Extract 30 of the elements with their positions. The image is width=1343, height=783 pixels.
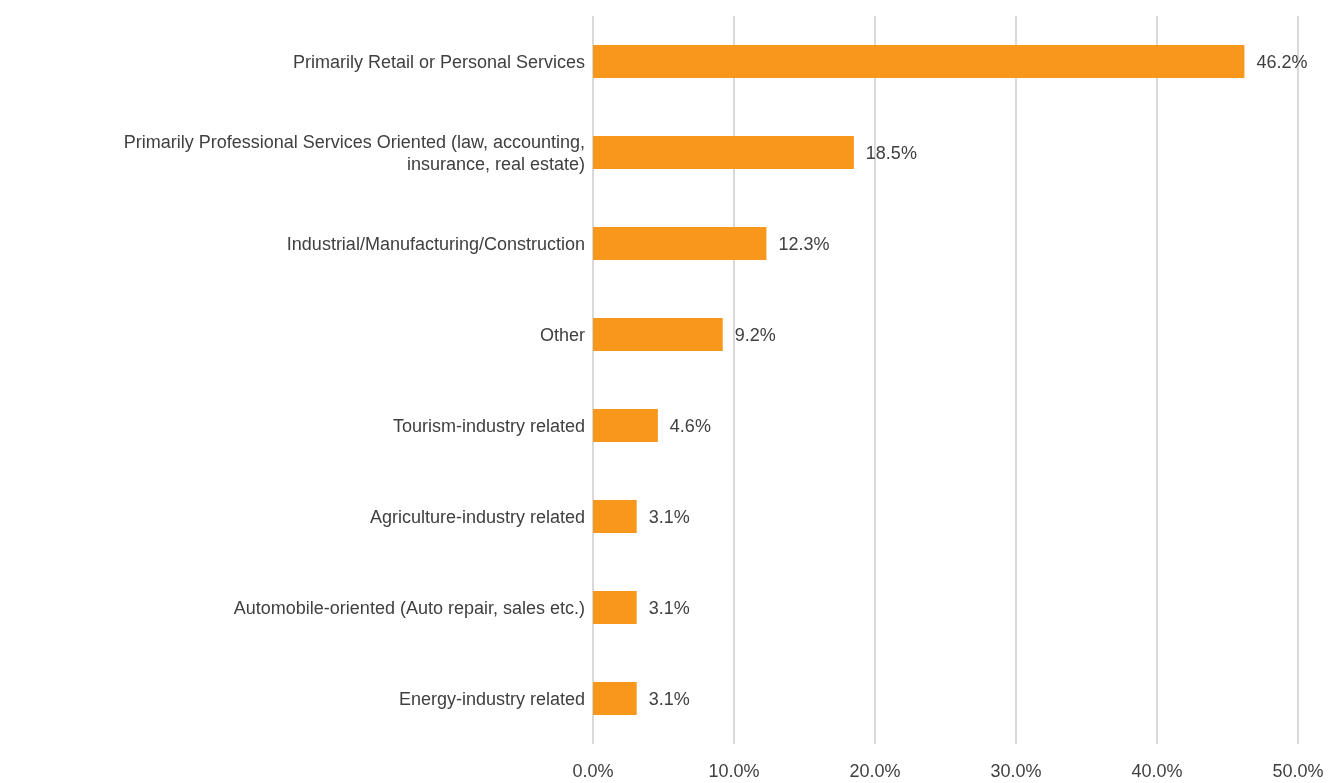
y-tick-label: Tourism-industry related — [392, 415, 585, 436]
bar — [593, 136, 854, 169]
bar — [593, 682, 637, 715]
y-tick-label: Other — [539, 324, 585, 345]
x-tick-label: 50.0% — [1272, 760, 1324, 781]
x-tick-label: 20.0% — [849, 760, 901, 781]
data-label: 4.6% — [669, 415, 711, 436]
x-tick-label: 40.0% — [1131, 760, 1183, 781]
y-tick-label: Agriculture-industry related — [369, 506, 585, 527]
data-label: 9.2% — [734, 324, 776, 345]
data-label: 12.3% — [778, 233, 830, 254]
x-tick-label: 0.0% — [572, 760, 614, 781]
y-tick-label: Primarily Professional Services Oriented (law, accounting, insurance, real estate) — [123, 131, 585, 174]
y-tick-label: Automobile-oriented (Auto repair, sales etc.) — [233, 597, 585, 618]
data-label: 3.1% — [648, 597, 690, 618]
data-label: 3.1% — [648, 506, 690, 527]
bar — [593, 318, 723, 351]
bar — [593, 409, 658, 442]
bar — [593, 45, 1245, 78]
y-tick-label: Energy-industry related — [398, 688, 585, 709]
data-label: 46.2% — [1256, 51, 1308, 72]
x-tick-label: 10.0% — [708, 760, 760, 781]
bar — [593, 591, 637, 624]
bar — [593, 227, 767, 260]
bar — [593, 500, 637, 533]
y-tick-label: Primarily Retail or Personal Services — [292, 51, 585, 72]
y-tick-label: Industrial/Manufacturing/Construction — [286, 233, 585, 254]
data-label: 18.5% — [865, 142, 917, 163]
data-label: 3.1% — [648, 688, 690, 709]
x-tick-label: 30.0% — [990, 760, 1042, 781]
